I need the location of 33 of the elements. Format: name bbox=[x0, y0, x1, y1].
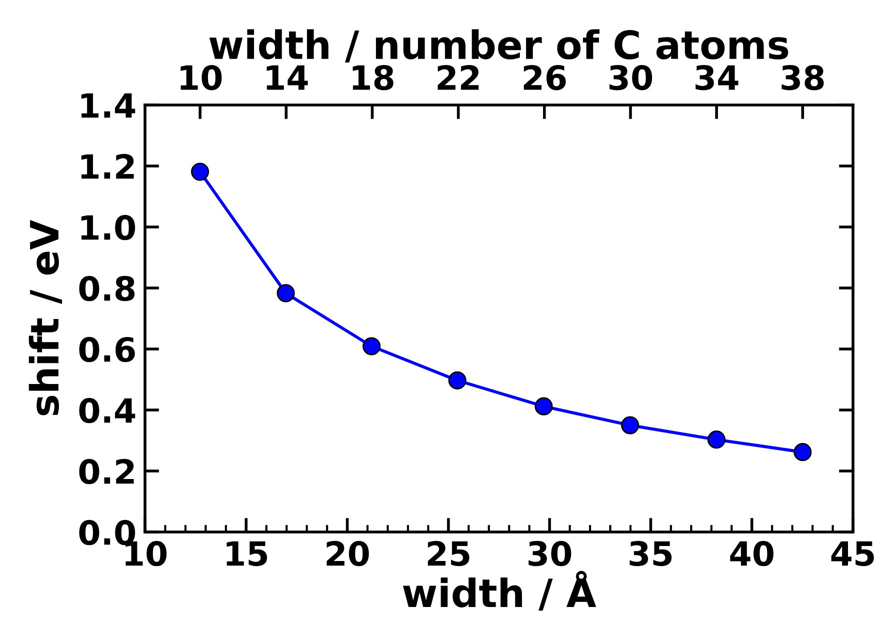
x-tick-label: 40 bbox=[730, 540, 774, 566]
y-tick-label: 0.6 bbox=[79, 336, 135, 362]
x-tick-label: 20 bbox=[326, 540, 369, 566]
x2-tick-label: 34 bbox=[696, 64, 738, 90]
point bbox=[534, 397, 553, 416]
x-tick-label: 25 bbox=[428, 540, 470, 566]
point bbox=[362, 337, 381, 356]
x-tick-label: 45 bbox=[831, 541, 874, 566]
x2-axis-title: width / number of C atoms bbox=[209, 29, 788, 62]
y-tick-label: 0.8 bbox=[79, 276, 135, 302]
x-tick-label: 30 bbox=[528, 540, 572, 566]
x2-tick-label: 14 bbox=[266, 65, 308, 90]
point bbox=[448, 371, 466, 390]
y-tick-label: 0.4 bbox=[79, 398, 136, 424]
point bbox=[794, 443, 812, 462]
x2-tick-label: 38 bbox=[782, 64, 824, 90]
y-axis-title: shift / eV bbox=[28, 220, 62, 416]
x2-tick-label: 18 bbox=[352, 64, 394, 90]
y-tick-label: 1.0 bbox=[81, 214, 136, 240]
y-tick-label: 0.2 bbox=[79, 458, 134, 484]
x2-tick-label: 10 bbox=[180, 64, 222, 90]
point bbox=[190, 162, 210, 181]
x-tick-label: 15 bbox=[226, 541, 268, 566]
point bbox=[707, 430, 726, 449]
x2-tick-label: 26 bbox=[524, 64, 566, 90]
x2-tick-label: 30 bbox=[610, 64, 652, 90]
x2-tick-label: 22 bbox=[438, 64, 479, 90]
point bbox=[276, 284, 295, 302]
x-tick-label: 35 bbox=[630, 540, 672, 566]
x-axis-title: width / Å bbox=[402, 570, 596, 611]
y-tick-label: 1.4 bbox=[81, 93, 136, 118]
y-tick-label: 1.2 bbox=[81, 154, 134, 179]
point bbox=[621, 416, 640, 434]
